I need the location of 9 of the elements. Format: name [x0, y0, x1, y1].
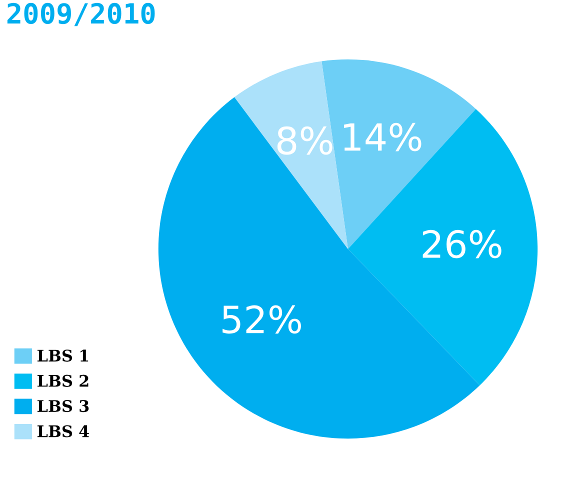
- data-label: 26%: [422, 230, 502, 258]
- legend-label: LBS 1: [37, 350, 88, 362]
- legend-label: LBS 2: [37, 374, 88, 387]
- legend-label: LBS 3: [37, 400, 89, 412]
- legend-label: LBS 4: [37, 425, 90, 438]
- chart-title: 2009/2010: [7, 2, 155, 26]
- data-label: 8%: [277, 126, 332, 155]
- data-label: 52%: [222, 305, 301, 334]
- data-label: 14%: [344, 122, 422, 152]
